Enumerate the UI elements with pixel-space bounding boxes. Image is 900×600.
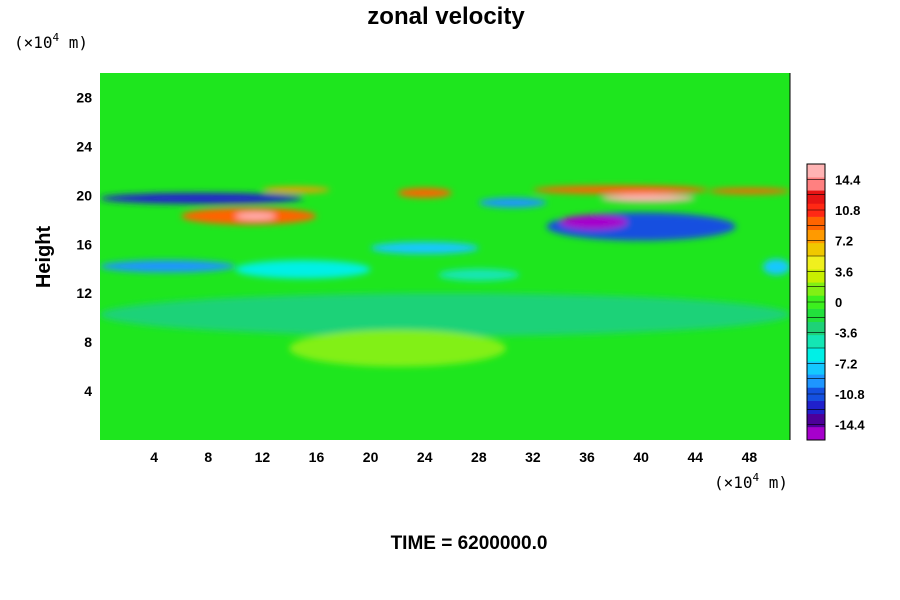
colorbar-tick-labels: 14.4 10.8 7.2 3.6 0 -3.6 -7.2 -10.8 -14.4 xyxy=(835,172,865,432)
x-tick-label: 4 xyxy=(150,449,158,465)
x-unit-exponent: 4 xyxy=(753,471,760,484)
x-tick-label: 44 xyxy=(688,449,704,465)
field-feature-17 xyxy=(289,329,506,367)
y-tick-label: 4 xyxy=(84,383,92,399)
x-tick-label: 12 xyxy=(255,449,271,465)
x-tick-label: 20 xyxy=(363,449,379,465)
colorbar-swatch xyxy=(807,321,825,336)
colorbar-swatch xyxy=(807,216,825,231)
y-unit-prefix: (×10 xyxy=(14,33,53,52)
field-feature-13 xyxy=(370,241,479,255)
colorbar-swatch xyxy=(807,348,825,362)
svg-text:(×104 m): (×104 m) xyxy=(714,471,788,492)
field-feature-9 xyxy=(560,214,628,230)
y-tick-label: 24 xyxy=(76,138,92,154)
colorbar-tick-label: -10.8 xyxy=(835,387,865,402)
colorbar-tick-label: -14.4 xyxy=(835,418,865,433)
colorbar-frame xyxy=(806,163,826,441)
y-tick-label: 12 xyxy=(76,285,92,301)
x-tick-labels: 4 8 12 16 20 24 28 32 36 40 44 48 xyxy=(150,449,757,465)
field-feature-15 xyxy=(762,258,790,275)
colorbar-tick-label: 0 xyxy=(835,295,842,310)
x-tick-label: 8 xyxy=(204,449,212,465)
field-feature-16 xyxy=(100,293,790,337)
colorbar-tick-label: -7.2 xyxy=(835,356,857,371)
y-unit-suffix: m) xyxy=(59,33,88,52)
field-features xyxy=(100,185,790,367)
x-tick-label: 16 xyxy=(309,449,325,465)
x-unit-prefix: (×10 xyxy=(714,473,753,492)
field-background xyxy=(100,73,790,440)
x-unit-label: (×104 m) xyxy=(714,471,788,492)
field-feature-12 xyxy=(235,260,371,279)
field-feature-4 xyxy=(397,187,452,198)
chart-title: zonal velocity xyxy=(367,3,525,30)
x-tick-label: 40 xyxy=(633,449,649,465)
colorbar-swatch xyxy=(807,190,825,204)
y-unit-exponent: 4 xyxy=(53,31,60,44)
colorbar-tick-label: -3.6 xyxy=(835,326,857,341)
x-tick-label: 28 xyxy=(471,449,487,465)
x-tick-label: 48 xyxy=(742,449,758,465)
field-feature-2 xyxy=(235,212,276,220)
x-tick-label: 24 xyxy=(417,449,433,465)
colorbar-tick-label: 7.2 xyxy=(835,234,853,249)
colorbar-swatch xyxy=(807,229,825,244)
colorbar-swatch xyxy=(807,308,825,323)
y-tick-label: 8 xyxy=(84,334,92,350)
velocity-field xyxy=(100,73,790,440)
field-feature-7 xyxy=(600,194,696,203)
colorbar-swatch xyxy=(807,164,825,178)
y-tick-labels: 4 8 12 16 20 24 28 xyxy=(76,89,92,399)
y-axis-title: Height xyxy=(33,226,55,289)
field-feature-5 xyxy=(478,197,547,208)
field-feature-0 xyxy=(100,192,303,204)
colorbar-tick-label: 14.4 xyxy=(835,172,861,187)
x-tick-label: 36 xyxy=(579,449,595,465)
y-tick-label: 20 xyxy=(76,187,92,203)
colorbar-swatch xyxy=(807,374,825,388)
y-unit-label: (×104 m) xyxy=(14,31,88,52)
field-feature-3 xyxy=(262,186,331,193)
svg-text:(×104 m): (×104 m) xyxy=(14,31,88,52)
colorbar-swatch xyxy=(807,334,825,349)
colorbar-swatch xyxy=(807,256,825,270)
y-tick-label: 28 xyxy=(76,89,92,105)
field-feature-11 xyxy=(100,260,236,273)
colorbar-swatch xyxy=(807,242,825,257)
colorbar-tick-label: 3.6 xyxy=(835,264,853,279)
colorbar-swatch xyxy=(807,413,825,428)
colorbar-swatch xyxy=(807,361,825,375)
field-feature-10 xyxy=(708,187,790,195)
colorbar-swatch xyxy=(807,426,825,441)
x-tick-label: 32 xyxy=(525,449,541,465)
colorbar-swatch xyxy=(807,400,825,415)
y-tick-label: 16 xyxy=(76,236,92,252)
colorbar-tick-label: 10.8 xyxy=(835,203,860,218)
colorbar-swatch xyxy=(807,269,825,283)
x-unit-suffix: m) xyxy=(759,473,788,492)
colorbar-swatch xyxy=(807,177,825,191)
field-feature-14 xyxy=(438,268,520,281)
time-label: TIME = 6200000.0 xyxy=(391,533,548,554)
colorbar xyxy=(806,163,826,441)
field-feature-6 xyxy=(532,185,709,195)
colorbar-swatch xyxy=(807,282,825,296)
